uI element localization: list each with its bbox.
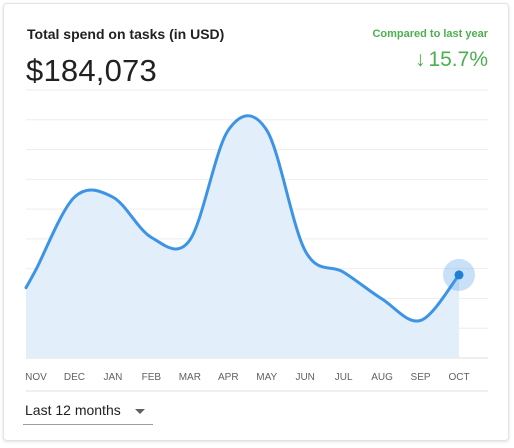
- compare-value-group: ↓ 15.7%: [415, 48, 488, 72]
- area-fill: [26, 115, 459, 358]
- x-tick-label: MAY: [256, 372, 277, 383]
- x-tick-label: FEB: [142, 372, 162, 383]
- x-tick-label: JUL: [335, 372, 353, 383]
- arrow-down-icon: ↓: [414, 48, 426, 71]
- x-tick-label: JUN: [295, 372, 314, 383]
- total-amount: $184,073: [26, 53, 157, 88]
- compare-label: Compared to last year: [372, 28, 488, 40]
- compare-percentage: 15.7%: [428, 48, 488, 71]
- x-tick-label: DEC: [64, 372, 85, 383]
- x-tick-label: AUG: [371, 372, 393, 383]
- x-tick-label: APR: [218, 372, 239, 383]
- x-axis-labels: NOV DEC JAN FEB MAR APR MAY JUN JUL AUG SEP OCT: [25, 372, 488, 392]
- period-dropdown-label: Last 12 months: [25, 402, 121, 418]
- period-dropdown[interactable]: Last 12 months: [23, 400, 153, 425]
- highlight-point[interactable]: [454, 270, 464, 280]
- x-tick-label: SEP: [411, 372, 431, 383]
- x-tick-label: JAN: [103, 372, 122, 383]
- card-title: Total spend on tasks (in USD): [27, 26, 225, 42]
- x-tick-label: NOV: [25, 372, 47, 383]
- x-tick-label: OCT: [448, 372, 469, 383]
- x-tick-label: MAR: [179, 372, 201, 383]
- series-line: [24, 114, 461, 323]
- chevron-down-icon: [135, 409, 145, 414]
